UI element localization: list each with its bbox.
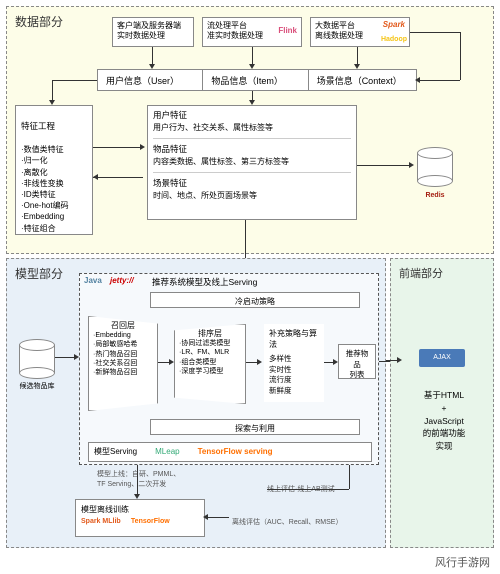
footer-watermark: 风行手游网 [435, 554, 490, 570]
arrow [267, 489, 349, 490]
arrow-head [169, 359, 174, 365]
supp-title: 补充策略与算法 [269, 328, 319, 350]
arrow [107, 80, 108, 81]
feat-ctx-title: 场景特征 [153, 178, 351, 190]
feat-item-desc: 内容类数据、属性标签、第三方标签等 [153, 156, 351, 167]
pipe-client-l1: 客户端及服务器端 [117, 21, 189, 31]
arrow-head [257, 359, 262, 365]
arrow [93, 177, 143, 178]
tf-train: TensorFlow [131, 518, 170, 525]
offline-train-box: 模型离线训练 Spark MLlib TensorFlow [75, 499, 205, 537]
arrow [410, 32, 460, 33]
supplement: 补充策略与算法 多样性 实时性 流行度 新鲜度 [264, 324, 324, 402]
output-list: 推荐物品 列表 [338, 344, 376, 379]
feat-ctx-desc: 时间、地点、所处页面场景等 [153, 190, 351, 201]
mleap-logo: MLeap [155, 446, 179, 457]
offline-eval: 离线评估（AUC、Recall、RMSE） [232, 517, 342, 527]
tf-serving-logo: TensorFlow serving [198, 446, 273, 457]
arrow-head [397, 357, 402, 363]
arrow [93, 147, 143, 148]
feature-eng-items: ·数值类特征 ·归一化 ·离散化 ·非线性变换 ·ID类特征 ·One-hot编… [21, 144, 87, 234]
model-serving-bar: 模型Serving MLeap TensorFlow serving [88, 442, 372, 462]
arrow [417, 80, 460, 81]
feat-user-title: 用户特征 [153, 110, 351, 122]
frontend-title: 前端部分 [399, 265, 443, 281]
arrow-head [93, 174, 98, 180]
feature-eng-box: 特征工程 ·数值类特征 ·归一化 ·离散化 ·非线性变换 ·ID类特征 ·One… [15, 105, 93, 235]
arrow-head [203, 514, 208, 520]
rank-title: 排序层 [179, 329, 241, 339]
frontend-desc: 基于HTML + JavaScript 的前端功能 实现 [409, 389, 479, 453]
info-item: 物品信息（Item） [203, 70, 308, 90]
deploy-note: 模型上线：自研、PMML、 TF Serving、二次开发 [97, 469, 180, 489]
candidate-db: 候选物品库 [19, 339, 55, 379]
arrow-head [249, 100, 255, 105]
data-section-title: 数据部分 [15, 13, 63, 30]
offline-train-title: 模型离线训练 [81, 504, 199, 515]
recall-items: ·Embedding ·局部敏感哈希 ·热门物品召回 ·社交关系召回 ·新鲜物品… [93, 331, 153, 376]
recall-layer: 召回层 ·Embedding ·局部敏感哈希 ·热门物品召回 ·社交关系召回 ·… [88, 316, 158, 411]
arrow-head [140, 144, 145, 150]
pipe-client: 客户端及服务器端 实时数据处理 [112, 17, 194, 47]
arrow [52, 80, 97, 81]
model-section-title: 模型部分 [15, 265, 63, 282]
pipe-client-l2: 实时数据处理 [117, 31, 189, 41]
ms-title: 模型Serving [94, 446, 137, 457]
feature-eng-title: 特征工程 [21, 121, 87, 133]
arrow-head [134, 494, 140, 499]
arrow [205, 517, 229, 518]
info-bar: 用户信息（User） 物品信息（Item） 场景信息（Context） [97, 69, 417, 91]
serving-title: 推荐系统模型及线上Serving [152, 276, 257, 288]
supp-items: 多样性 实时性 流行度 新鲜度 [269, 354, 319, 396]
jetty-logo: jetty:// [110, 276, 134, 285]
explore-exploit: 探索与利用 [150, 419, 360, 435]
frontend-section: 前端部分 AJAX 基于HTML + JavaScript 的前端功能 实现 [390, 258, 494, 548]
data-section: 数据部分 客户端及服务器端 实时数据处理 流处理平台 准实时数据处理 Flink… [6, 6, 494, 254]
hadoop-logo: Hadoop [381, 35, 407, 44]
arrow-head [149, 64, 155, 69]
ajax-badge: AJAX [419, 349, 465, 367]
arrow-head [354, 64, 360, 69]
arrow [137, 465, 138, 497]
pipe-bigdata: 大数据平台 离线数据处理 Spark Hadoop [310, 17, 410, 47]
spark-mllib: Spark MLlib [81, 518, 121, 525]
serving-box: Java jetty:// 推荐系统模型及线上Serving 冷启动策略 召回层… [79, 273, 379, 465]
model-section: 模型部分 候选物品库 Java jetty:// 推荐系统模型及线上Servin… [6, 258, 386, 548]
feat-item-title: 物品特征 [153, 144, 351, 156]
arrow [357, 165, 412, 166]
candidate-label: 候选物品库 [15, 381, 59, 391]
pipe-stream: 流处理平台 准实时数据处理 Flink [202, 17, 302, 47]
redis-db: Redis [417, 147, 453, 187]
spark-logo: Spark [383, 20, 405, 30]
arrow [349, 465, 350, 489]
features-box: 用户特征 用户行为、社交关系、属性标签等 物品特征 内容类数据、属性标签、第三方… [147, 105, 357, 220]
feat-user-desc: 用户行为、社交关系、属性标签等 [153, 122, 351, 133]
rank-items: ·协同过滤类模型 ·LR、FM、MLR ·组合类模型 ·深度学习模型 [179, 339, 241, 375]
recall-title: 召回层 [93, 321, 153, 331]
arrow-head [409, 162, 414, 168]
flink-logo: Flink [278, 26, 297, 36]
info-user: 用户信息（User） [98, 70, 203, 90]
redis-label: Redis [413, 192, 457, 199]
info-context: 场景信息（Context） [309, 70, 416, 90]
cold-start: 冷启动策略 [150, 292, 360, 308]
arrow-head [49, 100, 55, 105]
rank-layer: 排序层 ·协同过滤类模型 ·LR、FM、MLR ·组合类模型 ·深度学习模型 [174, 324, 246, 404]
java-logo: Java [84, 276, 102, 285]
arrow-head [415, 77, 420, 83]
arrow-head [249, 64, 255, 69]
arrow [460, 32, 461, 80]
